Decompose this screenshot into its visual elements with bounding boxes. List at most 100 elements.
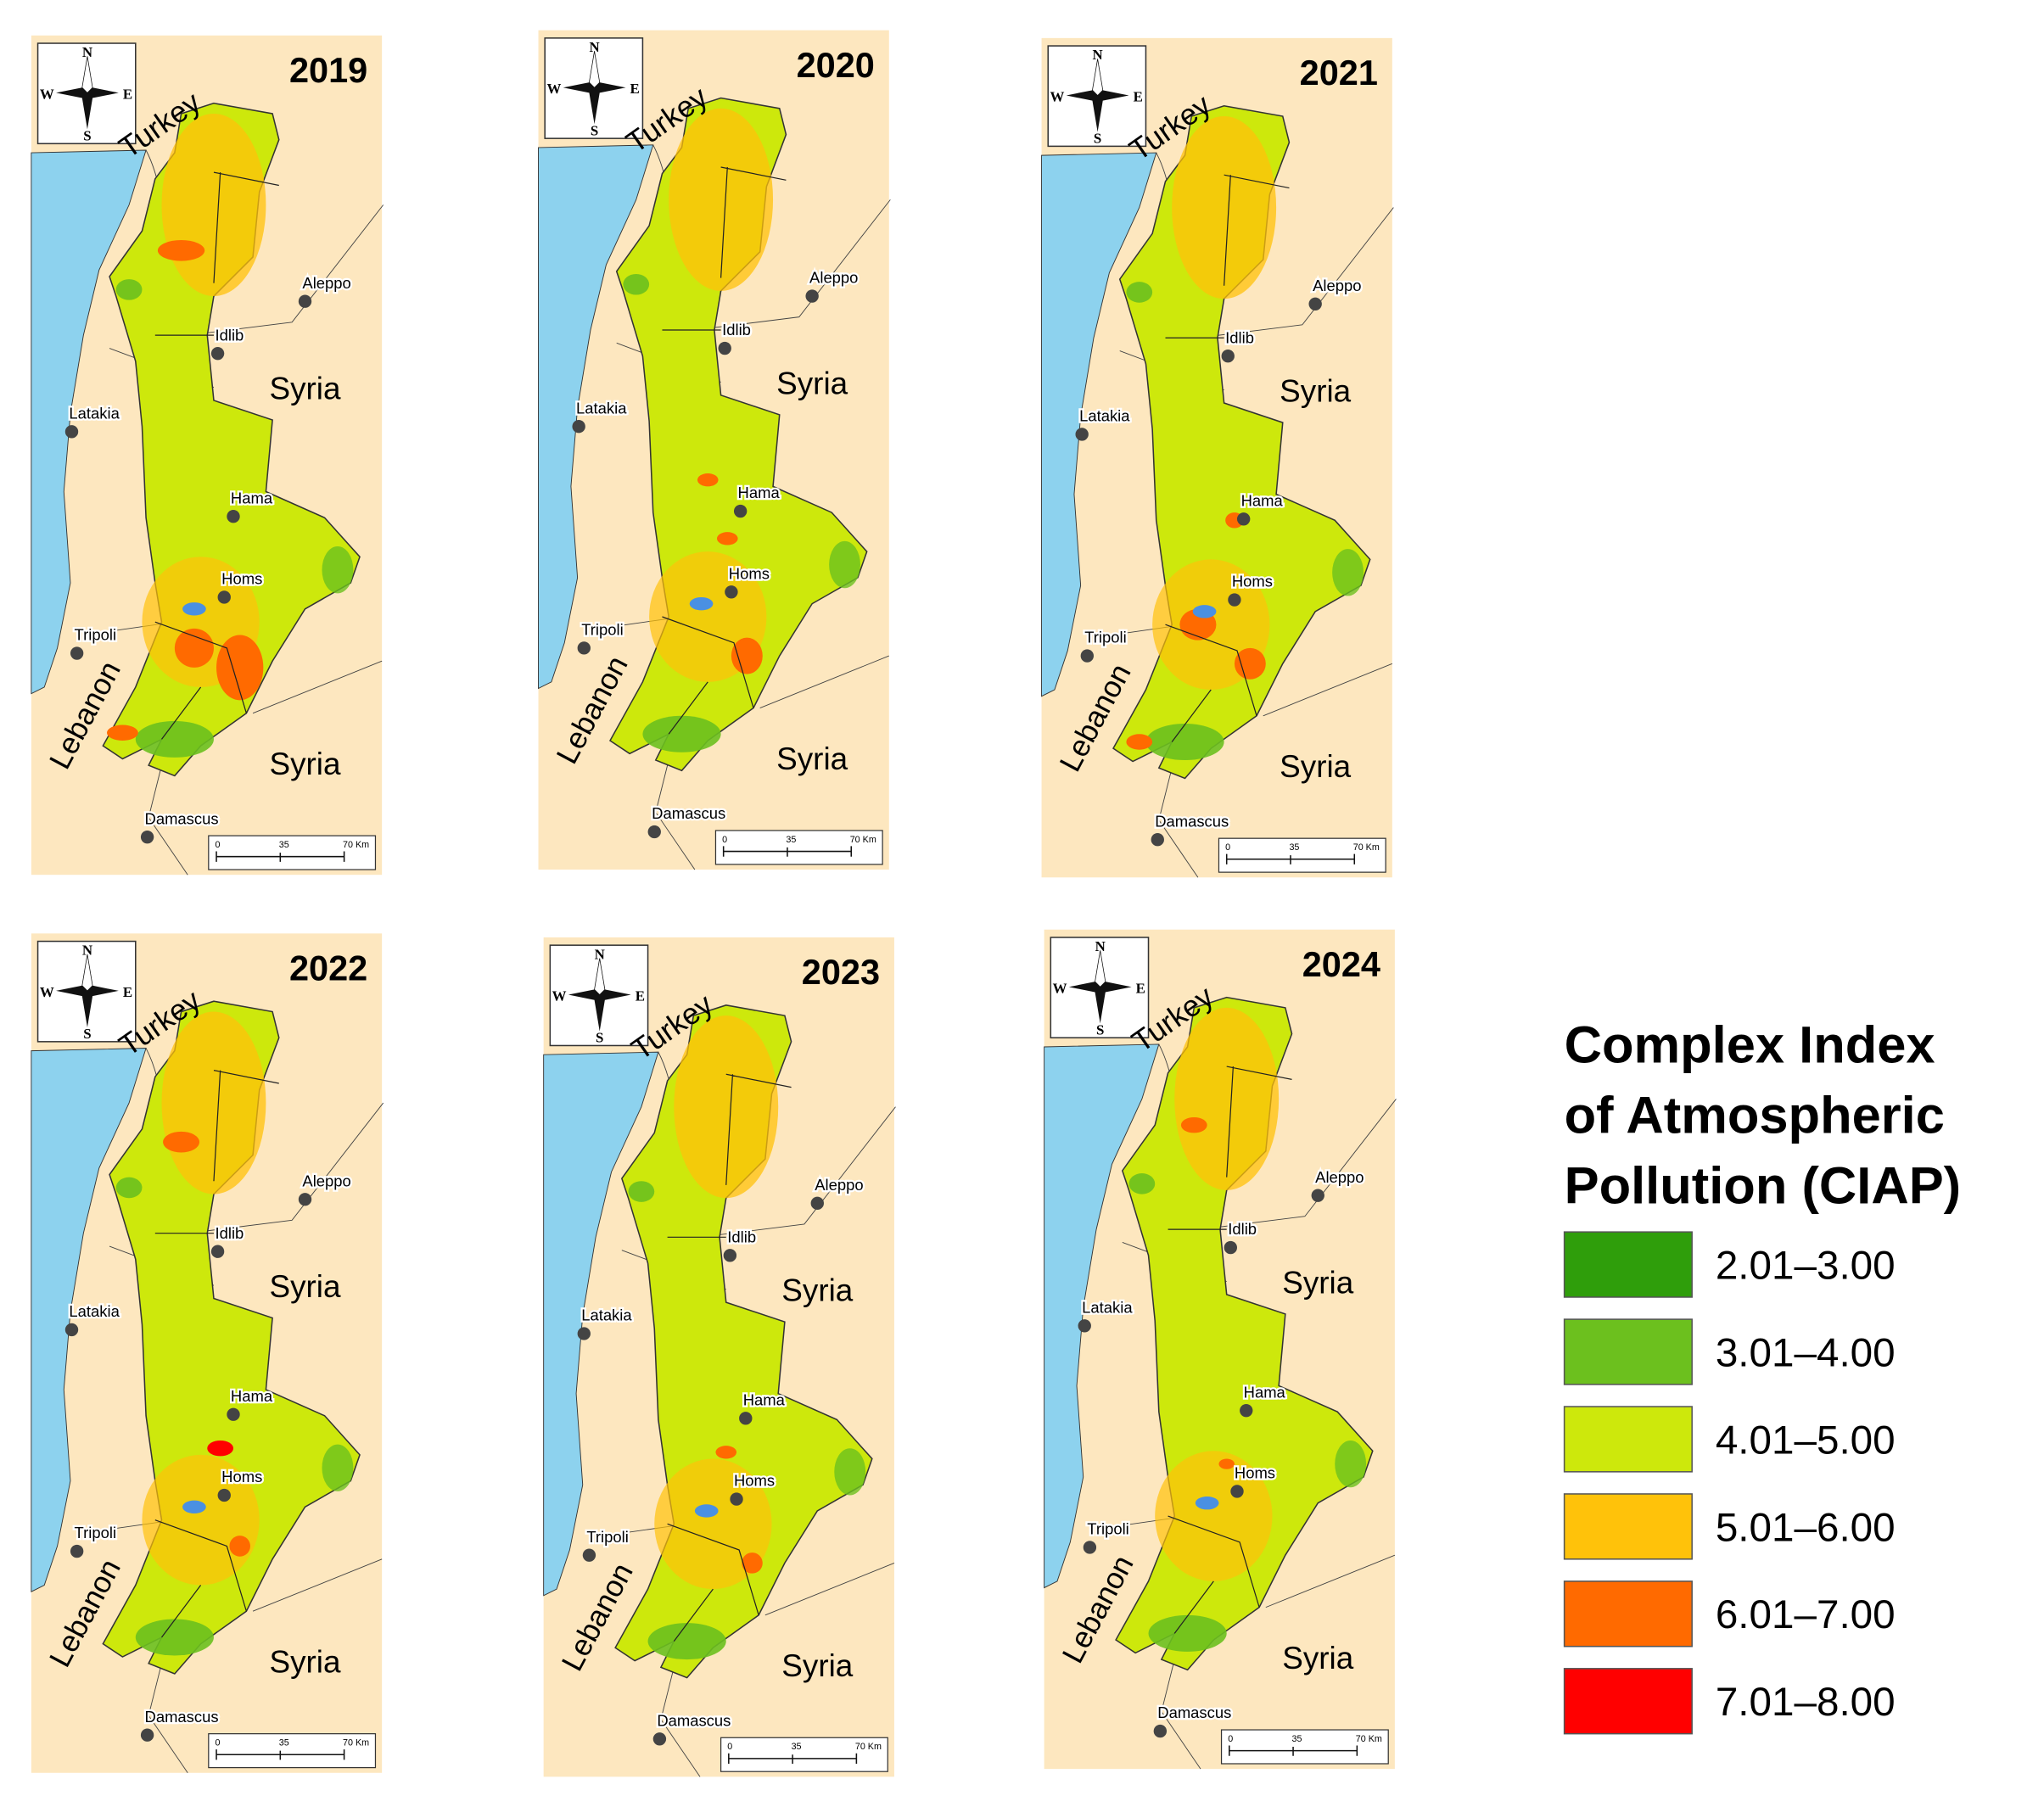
compass-label: S	[83, 128, 91, 144]
city-dot	[1083, 1541, 1097, 1554]
zone	[1126, 282, 1153, 303]
hotspot	[1234, 647, 1266, 680]
city-dot	[572, 420, 585, 434]
zone	[115, 279, 143, 300]
city-label: Homs	[1235, 1464, 1275, 1482]
city-label: Aleppo	[1315, 1168, 1364, 1186]
country-label: Syria	[781, 1273, 853, 1308]
scale-label: 70 Km	[1356, 1734, 1382, 1744]
city-label: Damascus	[1155, 812, 1229, 830]
city-dot	[733, 504, 748, 518]
lake	[182, 1500, 206, 1514]
compass-label: W	[547, 81, 562, 97]
legend-swatch	[1563, 1406, 1693, 1473]
city-dot	[227, 1407, 240, 1421]
city-dot	[805, 289, 819, 303]
city-dot	[1221, 350, 1235, 363]
city-label: Latakia	[581, 1306, 632, 1324]
sub-basin-line	[1168, 1066, 1292, 1634]
sub-basin-line	[667, 1073, 792, 1642]
zone	[654, 1458, 772, 1590]
zone	[142, 1454, 260, 1586]
zone	[115, 1177, 143, 1199]
city-dot	[1080, 649, 1094, 663]
city-dot	[1311, 1189, 1324, 1202]
city-dot	[730, 1492, 743, 1506]
city-label: Idlib	[1228, 1220, 1257, 1238]
scale-label: 35	[1289, 842, 1299, 853]
scale-bar	[728, 1753, 858, 1764]
compass-label: N	[595, 946, 605, 962]
map-panel: NSW E2020TurkeySyriaSyriaLebanonAleppoIdl…	[538, 30, 891, 870]
compass-label: E	[1134, 88, 1143, 104]
city-label: Homs	[221, 1468, 262, 1485]
city-label: Idlib	[215, 1224, 244, 1242]
city-dot	[1236, 512, 1251, 526]
hotspot	[1180, 1116, 1207, 1133]
compass-label: N	[82, 44, 92, 60]
city-dot	[298, 1193, 312, 1206]
compass-label: W	[1053, 980, 1067, 996]
compass-label: E	[123, 984, 132, 1000]
compass-label: S	[83, 1026, 91, 1042]
city-label: Damascus	[657, 1711, 731, 1729]
legend-title: of Atmospheric	[1565, 1086, 1945, 1144]
hotspot	[163, 1131, 200, 1153]
map-panel: NSW E2023TurkeySyriaSyriaLebanonAleppoIdl…	[543, 937, 896, 1777]
city-label: Hama	[738, 484, 781, 501]
city-dot	[739, 1412, 753, 1425]
country-label: Syria	[270, 747, 341, 781]
country-label: Syria	[1282, 1641, 1353, 1676]
zone	[322, 1444, 354, 1491]
city-label: Homs	[221, 570, 262, 588]
city-dot	[227, 510, 240, 523]
compass-label: W	[1050, 88, 1065, 104]
city-label: Tripoli	[75, 1524, 116, 1541]
compass-label: S	[1094, 131, 1101, 147]
zone	[161, 1011, 266, 1194]
city-label: Aleppo	[302, 1172, 350, 1189]
scale-bar	[216, 1749, 345, 1760]
city-label: Tripoli	[586, 1528, 628, 1546]
zone	[161, 113, 266, 297]
compass-star-inner	[81, 56, 93, 93]
country-label: Syria	[1280, 749, 1351, 784]
scale-bar-box	[714, 830, 883, 865]
city-label: Aleppo	[302, 274, 350, 292]
sea	[538, 144, 654, 690]
country-label: Syria	[270, 1644, 341, 1679]
country-label: Syria	[776, 366, 848, 400]
lake	[1195, 1497, 1219, 1510]
city-label: Hama	[743, 1390, 786, 1408]
city-label: Hama	[1241, 491, 1284, 509]
scale-label: 0	[1228, 1734, 1233, 1744]
map-panel: NSW E2022TurkeySyriaSyriaLebanonAleppoIdl…	[31, 933, 384, 1774]
zone	[647, 1623, 726, 1660]
lake	[689, 596, 714, 611]
hotspot	[174, 628, 214, 668]
scale-label: 35	[279, 1737, 289, 1748]
legend-label: 6.01–7.00	[1716, 1592, 1896, 1637]
city-label: Idlib	[727, 1228, 756, 1245]
legend-swatch	[1563, 1493, 1693, 1560]
legend-label: 4.01–5.00	[1716, 1418, 1896, 1463]
zone	[628, 1181, 655, 1202]
legend-label: 3.01–4.00	[1716, 1330, 1896, 1375]
compass-label: E	[123, 86, 132, 102]
map-panel: NSW E2024TurkeySyriaSyriaLebanonAleppoIdl…	[1044, 929, 1397, 1770]
zone	[1332, 549, 1364, 596]
city-dot	[64, 1323, 79, 1337]
compass-star-inner	[589, 51, 601, 88]
zone	[829, 540, 860, 589]
city-dot	[647, 825, 661, 839]
compass-label: N	[82, 943, 92, 959]
sub-basin-line	[1165, 174, 1290, 742]
scale-label: 70 Km	[1353, 842, 1380, 853]
year-label: 2023	[802, 952, 880, 992]
hotspot	[157, 239, 205, 261]
year-label: 2020	[797, 45, 875, 85]
compass-label: E	[636, 987, 645, 1004]
legend-swatch	[1563, 1231, 1693, 1298]
year-label: 2021	[1300, 53, 1378, 92]
legend-swatch	[1563, 1668, 1693, 1735]
